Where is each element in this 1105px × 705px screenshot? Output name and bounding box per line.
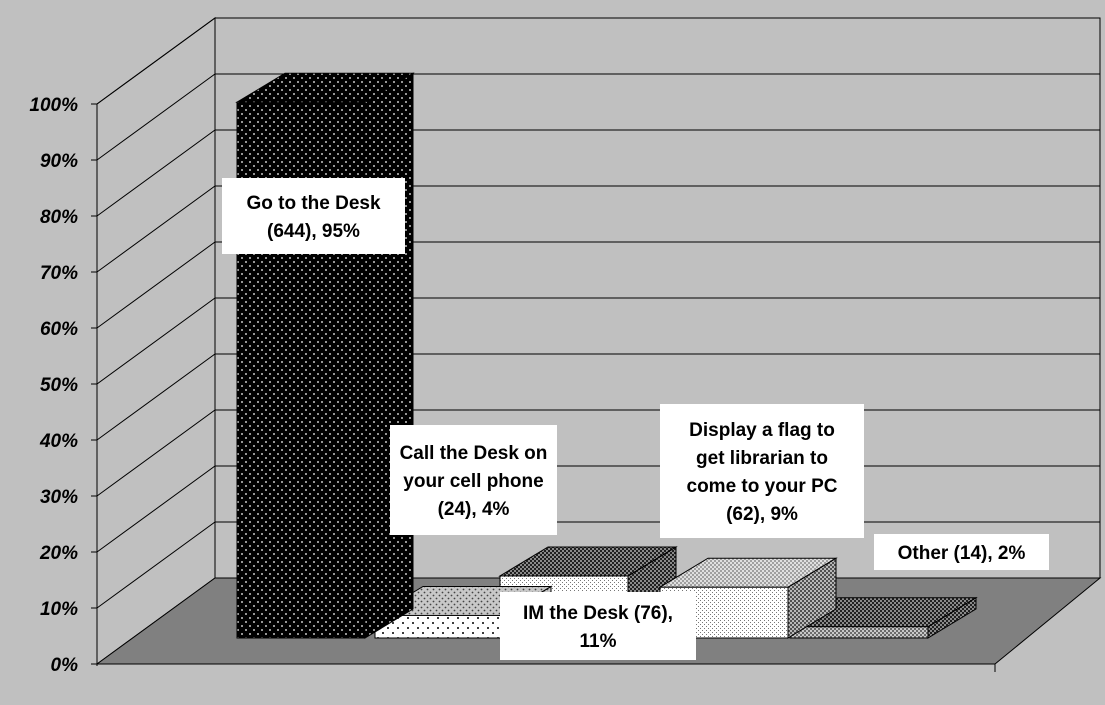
gridline bbox=[96, 297, 1100, 385]
data-label-text: IM the Desk (76), bbox=[523, 603, 673, 624]
data-label-text: Other (14), 2% bbox=[898, 543, 1026, 564]
data-label-text: (644), 95% bbox=[267, 221, 360, 242]
data-label-text: get librarian to bbox=[696, 448, 828, 469]
gridline bbox=[96, 353, 1100, 441]
data-label-text: Call the Desk on bbox=[400, 443, 548, 464]
data-label: Other (14), 2% bbox=[874, 534, 1049, 570]
data-label-box bbox=[874, 534, 1049, 570]
data-label-text: 11% bbox=[580, 631, 617, 652]
data-label: Go to the Desk (644), 95% bbox=[222, 178, 405, 254]
y-tick-label: 80% bbox=[40, 207, 78, 228]
bar-front bbox=[789, 626, 929, 639]
data-labels: Go to the Desk (644), 95% Call the Desk on… bbox=[222, 178, 1049, 660]
y-tick-label: 90% bbox=[40, 151, 78, 172]
bar-side bbox=[364, 72, 414, 639]
gridline bbox=[96, 241, 1100, 329]
data-label: Display a flag to get librarian to come to… bbox=[660, 404, 864, 538]
data-label-text: (62), 9% bbox=[726, 504, 798, 525]
y-tick-label: 50% bbox=[40, 375, 78, 396]
y-tick-label: 10% bbox=[40, 599, 78, 620]
data-label-text: come to your PC bbox=[687, 476, 838, 497]
y-tick-label: 100% bbox=[29, 95, 78, 116]
y-tick-label: 0% bbox=[51, 655, 79, 676]
y-tick-label: 60% bbox=[40, 319, 78, 340]
data-label: Call the Desk on your cell phone (24), 4% bbox=[390, 425, 557, 535]
gridline bbox=[96, 17, 1100, 105]
data-label-text: your cell phone bbox=[403, 471, 543, 492]
gridline bbox=[96, 73, 1100, 161]
y-axis-tick-labels: 0% 10% 20% 30% 40% 50% 60% 70% 80% 90% 100% bbox=[29, 95, 97, 676]
data-label-box bbox=[660, 404, 864, 538]
y-tick-label: 70% bbox=[40, 263, 78, 284]
gridline bbox=[96, 129, 1100, 217]
data-label-box bbox=[390, 425, 557, 535]
data-label: IM the Desk (76), 11% bbox=[500, 592, 696, 660]
bar bbox=[235, 72, 415, 639]
y-tick-label: 20% bbox=[39, 543, 78, 564]
data-label-text: (24), 4% bbox=[438, 499, 510, 520]
y-tick-label: 40% bbox=[39, 431, 78, 452]
gridline bbox=[96, 185, 1100, 273]
data-label-box bbox=[500, 592, 696, 660]
data-label-text: Display a flag to bbox=[689, 420, 835, 441]
y-tick-label: 30% bbox=[40, 487, 78, 508]
data-label-text: Go to the Desk bbox=[246, 193, 381, 214]
data-label-box bbox=[222, 178, 405, 254]
